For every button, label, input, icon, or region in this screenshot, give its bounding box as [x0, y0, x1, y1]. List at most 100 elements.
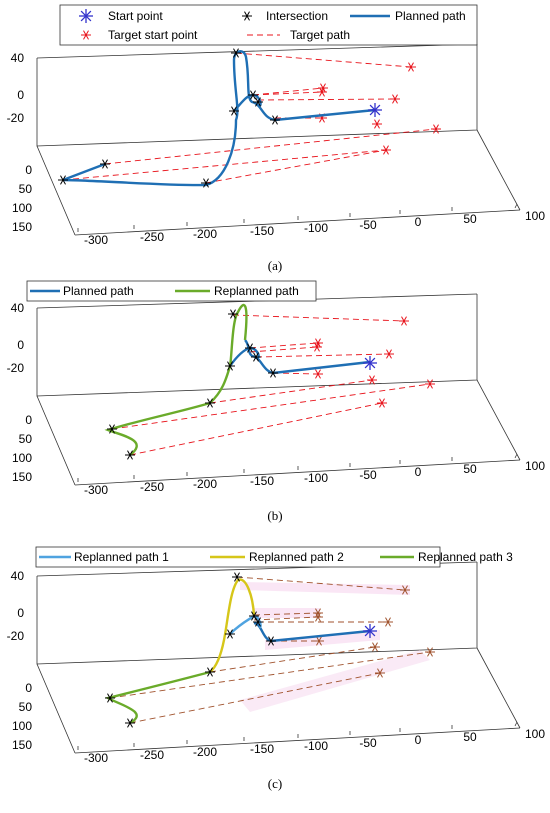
- intersection-point: [107, 424, 117, 434]
- legend-intersection-marker-stroke: [244, 11, 250, 21]
- z-tick-label: -20: [7, 629, 25, 643]
- highlight-band: [253, 608, 320, 618]
- target-start-point-stroke: [392, 94, 398, 104]
- target-path-segment: [104, 128, 437, 165]
- x-tick-label: -200: [193, 477, 217, 491]
- target-start-point: [390, 94, 400, 104]
- x-tick-label: 0: [415, 465, 422, 479]
- axis-box-top-0: [36, 43, 478, 59]
- target-start-point-stroke: [315, 612, 321, 622]
- x-tick-label: -150: [250, 224, 274, 238]
- target-start-point: [384, 349, 394, 359]
- x-tick-label: -50: [359, 736, 377, 750]
- intersection-point-stroke: [251, 611, 257, 621]
- x-axis-line-2: [74, 727, 521, 754]
- target-start-point: [313, 608, 323, 618]
- intersection-point: [105, 693, 115, 703]
- y-tick-label: 0: [25, 681, 32, 695]
- target-path-segment: [62, 149, 387, 181]
- target-path-segment: [235, 52, 412, 68]
- start-point-stroke: [364, 357, 376, 369]
- start-point-stroke: [369, 104, 381, 116]
- y-axis-line-1: [36, 395, 76, 486]
- legend-label: Target path: [290, 28, 350, 42]
- intersection-point: [229, 106, 239, 116]
- target-path-segment: [253, 616, 319, 621]
- target-path-segment: [255, 353, 390, 358]
- x-tick-label: -250: [140, 230, 164, 244]
- intersection-point-stroke: [203, 178, 209, 188]
- target-start-point-stroke: [314, 342, 320, 352]
- axis-box-right-2: [476, 647, 521, 729]
- target-start-point: [406, 62, 416, 72]
- replanned-path-3: [104, 670, 211, 725]
- target-start-point: [372, 119, 382, 129]
- target-start-point-stroke: [386, 349, 392, 359]
- intersection-point: [205, 398, 215, 408]
- x-tick-label: 50: [463, 462, 477, 476]
- x-tick-mark: [514, 203, 518, 209]
- intersection-point: [268, 368, 278, 378]
- intersection-point-stroke: [233, 48, 239, 58]
- intersection-point-stroke: [270, 368, 276, 378]
- target-path-segment: [129, 402, 383, 456]
- target-start-point-stroke: [427, 379, 433, 389]
- target-path-segment: [209, 646, 376, 673]
- target-start-point-stroke: [401, 316, 407, 326]
- target-start-point: [367, 375, 377, 385]
- legend-box: [59, 4, 478, 46]
- target-start-point: [425, 647, 435, 657]
- intersection-point-stroke: [247, 343, 253, 353]
- target-path-segment: [272, 372, 319, 375]
- x-tick-label: 0: [415, 215, 422, 229]
- x-tick-mark: [514, 453, 518, 459]
- legend-label: Target start point: [108, 28, 198, 42]
- target-start-point: [425, 379, 435, 389]
- panel-caption: (b): [267, 508, 282, 523]
- x-tick-label: 100: [525, 459, 545, 473]
- intersection-point: [251, 352, 261, 362]
- start-point: [363, 356, 377, 370]
- z-tick-label: 40: [11, 301, 25, 315]
- target-start-point: [431, 124, 441, 134]
- x-tick-label: -250: [140, 748, 164, 762]
- target-start-point: [312, 342, 322, 352]
- intersection-point: [58, 175, 68, 185]
- target-start-point-stroke: [385, 617, 391, 627]
- intersection-point-stroke: [272, 115, 278, 125]
- intersection-point: [248, 90, 258, 100]
- target-path-segment: [209, 379, 373, 404]
- replanned-path: [104, 303, 248, 456]
- target-path-segment: [257, 98, 396, 101]
- intersection-point-stroke: [107, 693, 113, 703]
- target-start-point-stroke: [315, 369, 321, 379]
- intersection-point: [245, 343, 255, 353]
- intersection-point-stroke: [268, 636, 274, 646]
- intersection-point: [201, 178, 211, 188]
- y-tick-label: 50: [19, 432, 33, 446]
- legend-label: Planned path: [395, 9, 466, 23]
- y-tick-label: 150: [12, 220, 32, 234]
- target-start-point: [383, 617, 393, 627]
- z-tick-label: 0: [17, 88, 24, 102]
- legend-label: Replanned path 3: [418, 550, 513, 564]
- target-path-segment: [205, 149, 387, 184]
- z-tick-label: 0: [17, 338, 24, 352]
- intersection-point-stroke: [250, 90, 256, 100]
- highlight-band: [240, 650, 430, 712]
- target-start-point-stroke: [369, 375, 375, 385]
- target-start-point-stroke: [372, 642, 378, 652]
- x-axis-line-0: [74, 209, 521, 236]
- target-start-point-stroke: [319, 87, 325, 97]
- intersection-point-stroke: [127, 450, 133, 460]
- target-start-point: [400, 585, 410, 595]
- axis-box-right-1: [476, 379, 521, 461]
- intersection-point-stroke: [231, 106, 237, 116]
- y-tick-label: 150: [12, 470, 32, 484]
- axis-box-back-2: [36, 562, 478, 665]
- target-start-point: [381, 145, 391, 155]
- target-path-segment: [249, 342, 319, 349]
- y-tick-label: 100: [12, 719, 32, 733]
- target-start-point-stroke: [316, 636, 322, 646]
- y-tick-label: 50: [19, 182, 33, 196]
